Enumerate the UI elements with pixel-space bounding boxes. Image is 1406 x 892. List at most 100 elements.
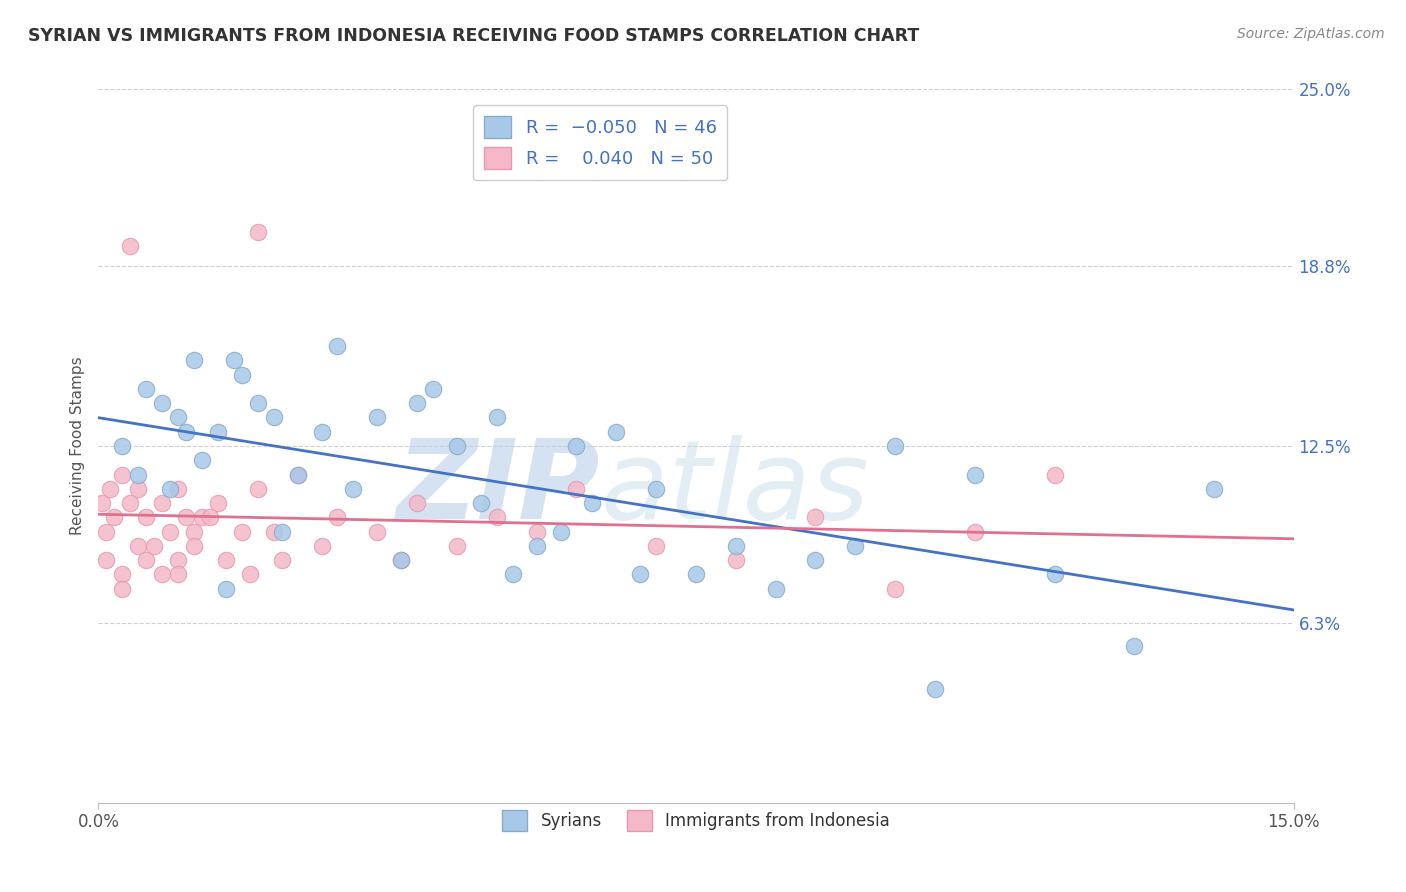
Y-axis label: Receiving Food Stamps: Receiving Food Stamps: [69, 357, 84, 535]
Point: [406, 396, 429, 410]
Point: [183, 353, 205, 368]
Point: [565, 439, 588, 453]
Point: [98, 482, 122, 496]
Point: [246, 482, 269, 496]
Point: [191, 453, 214, 467]
Point: [1043, 467, 1066, 482]
Point: [263, 410, 285, 425]
Point: [167, 482, 190, 496]
Point: [389, 553, 412, 567]
Point: [239, 567, 262, 582]
Point: [246, 396, 269, 410]
Point: [111, 567, 134, 582]
Point: [127, 467, 149, 482]
Text: SYRIAN VS IMMIGRANTS FROM INDONESIA RECEIVING FOOD STAMPS CORRELATION CHART: SYRIAN VS IMMIGRANTS FROM INDONESIA RECE…: [28, 27, 920, 45]
Point: [127, 482, 149, 496]
Point: [167, 410, 190, 425]
Point: [326, 510, 349, 524]
Point: [884, 439, 907, 453]
Point: [550, 524, 572, 539]
Point: [207, 425, 229, 439]
Point: [366, 524, 388, 539]
Point: [884, 582, 907, 596]
Point: [581, 496, 603, 510]
Point: [143, 539, 166, 553]
Point: [1202, 482, 1225, 496]
Point: [804, 553, 827, 567]
Point: [222, 353, 245, 368]
Point: [406, 496, 429, 510]
Point: [111, 582, 134, 596]
Point: [270, 524, 292, 539]
Point: [422, 382, 444, 396]
Point: [502, 567, 524, 582]
Point: [127, 539, 149, 553]
Point: [215, 582, 238, 596]
Point: [103, 510, 125, 524]
Point: [159, 482, 181, 496]
Point: [724, 539, 747, 553]
Point: [120, 496, 142, 510]
Point: [191, 510, 214, 524]
Point: [565, 482, 588, 496]
Point: [174, 510, 197, 524]
Point: [150, 396, 173, 410]
Point: [150, 496, 173, 510]
Point: [685, 567, 707, 582]
Point: [446, 539, 468, 553]
Legend: Syrians, Immigrants from Indonesia: Syrians, Immigrants from Indonesia: [495, 804, 897, 838]
Point: [159, 524, 181, 539]
Point: [645, 539, 668, 553]
Point: [526, 539, 548, 553]
Point: [167, 553, 190, 567]
Text: Source: ZipAtlas.com: Source: ZipAtlas.com: [1237, 27, 1385, 41]
Point: [1043, 567, 1066, 582]
Point: [485, 510, 508, 524]
Point: [470, 496, 492, 510]
Point: [270, 553, 292, 567]
Point: [389, 553, 412, 567]
Point: [263, 524, 285, 539]
Point: [231, 368, 253, 382]
Point: [135, 553, 157, 567]
Point: [174, 425, 197, 439]
Point: [91, 496, 114, 510]
Point: [326, 339, 349, 353]
Text: ZIP: ZIP: [396, 435, 600, 542]
Point: [135, 382, 157, 396]
Point: [311, 539, 333, 553]
Point: [150, 567, 173, 582]
Point: [342, 482, 364, 496]
Point: [207, 496, 229, 510]
Point: [724, 553, 747, 567]
Point: [924, 681, 946, 696]
Point: [111, 467, 134, 482]
Point: [198, 510, 221, 524]
Point: [135, 510, 157, 524]
Point: [485, 410, 508, 425]
Point: [446, 439, 468, 453]
Point: [1123, 639, 1146, 653]
Point: [287, 467, 309, 482]
Point: [183, 524, 205, 539]
Text: atlas: atlas: [600, 435, 869, 542]
Point: [183, 539, 205, 553]
Point: [215, 553, 238, 567]
Point: [96, 524, 118, 539]
Point: [645, 482, 668, 496]
Point: [287, 467, 309, 482]
Point: [526, 524, 548, 539]
Point: [96, 553, 118, 567]
Point: [605, 425, 627, 439]
Point: [963, 467, 986, 482]
Point: [167, 567, 190, 582]
Point: [628, 567, 651, 582]
Point: [804, 510, 827, 524]
Point: [231, 524, 253, 539]
Point: [120, 239, 142, 253]
Point: [111, 439, 134, 453]
Point: [963, 524, 986, 539]
Point: [844, 539, 866, 553]
Point: [246, 225, 269, 239]
Point: [366, 410, 388, 425]
